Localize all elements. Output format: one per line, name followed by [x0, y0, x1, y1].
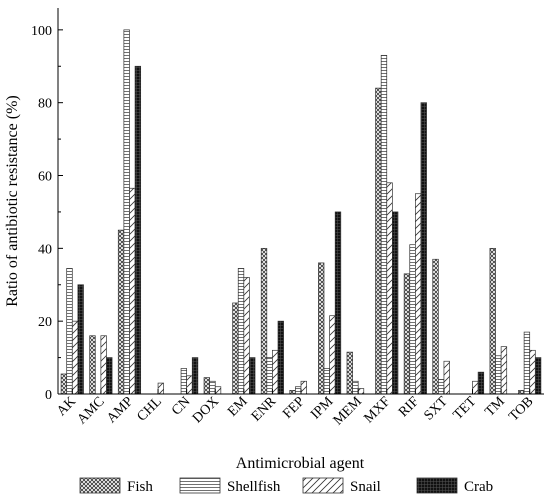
bar-amc-snail: [100, 335, 107, 395]
x-tick-label: SXT: [421, 394, 451, 424]
legend-swatch-crab: [416, 477, 458, 494]
bar-fep-shellfish: [295, 386, 302, 395]
bar-cn-crab: [191, 357, 199, 395]
bar-enr-fish: [260, 247, 268, 395]
y-tick-label: 20: [38, 315, 52, 330]
bar-amp-shellfish: [123, 29, 130, 395]
bar-ipm-shellfish: [323, 368, 330, 395]
bar-rif-crab: [420, 102, 427, 395]
bar-mxf-shellfish: [380, 54, 388, 395]
bar-em-fish: [232, 302, 239, 395]
x-tick-label: AMC: [75, 394, 108, 427]
bar-mxf-crab: [392, 211, 399, 395]
legend-label-fish: Fish: [127, 479, 153, 495]
x-tick-label: MXF: [362, 394, 394, 426]
bar-mxf-fish: [375, 87, 382, 395]
bar-mem-fish: [346, 351, 353, 395]
bar-tm-fish: [489, 247, 496, 395]
bar-mem-snail: [357, 388, 365, 395]
bar-ipm-snail: [329, 315, 336, 395]
y-tick-label: 40: [38, 242, 52, 257]
bar-amc-crab: [106, 357, 113, 395]
bar-tob-crab: [534, 357, 542, 395]
bar-amp-snail: [129, 187, 136, 395]
bar-em-shellfish: [237, 268, 245, 395]
bar-tet-crab: [477, 371, 485, 395]
bar-enr-snail: [272, 349, 279, 395]
bar-dox-shellfish: [209, 380, 216, 395]
bar-ak-crab: [77, 284, 84, 395]
bar-tet-snail: [472, 380, 479, 395]
bar-dox-snail: [214, 386, 222, 395]
bar-tob-fish: [518, 390, 525, 395]
bar-fep-fish: [289, 390, 296, 395]
bars-group: [60, 29, 542, 395]
bar-tob-shellfish: [523, 331, 531, 395]
bar-amc-fish: [89, 335, 96, 395]
bar-sxt-fish: [432, 258, 439, 395]
x-tick-label: DOX: [190, 394, 222, 426]
x-tick-label: TM: [482, 394, 508, 420]
x-tick-label: EM: [225, 394, 251, 420]
legend-swatch-fish: [79, 477, 121, 494]
y-tick-label: 80: [38, 97, 52, 112]
bar-em-crab: [249, 357, 256, 395]
legend-label-snail: Snail: [350, 479, 381, 495]
bar-tm-snail: [500, 346, 508, 395]
bar-fep-snail: [300, 380, 307, 395]
bar-mxf-snail: [386, 182, 393, 395]
x-tick-label: ENR: [249, 394, 280, 425]
x-tick-label: CHL: [134, 394, 164, 424]
x-tick-label: AMP: [104, 394, 136, 426]
y-tick-label: 0: [45, 388, 52, 403]
y-tick-label: 100: [31, 24, 52, 39]
y-axis-title: Ratio of antibiotic resistance (%): [4, 95, 21, 306]
bar-ak-fish: [60, 373, 68, 395]
x-tick-label: RIF: [396, 394, 422, 420]
x-tick-label: MEM: [331, 394, 366, 429]
x-tick-label: TET: [451, 394, 480, 423]
x-tick-label: TOB: [506, 394, 536, 424]
bar-chl-snail: [157, 382, 165, 395]
bar-amp-crab: [134, 65, 142, 395]
bar-cn-shellfish: [180, 368, 188, 395]
legend-swatch-snail: [302, 477, 344, 494]
bar-amp-fish: [117, 229, 125, 395]
legend-label-shellfish: Shellfish: [227, 479, 281, 495]
bar-tm-shellfish: [495, 355, 502, 395]
bar-ipm-crab: [334, 211, 342, 395]
legend-label-crab: Crab: [464, 479, 493, 495]
bar-rif-snail: [415, 193, 422, 395]
bar-ak-shellfish: [66, 268, 73, 395]
bar-sxt-shellfish: [437, 379, 445, 395]
bar-mem-shellfish: [352, 380, 359, 395]
x-tick-label: FEP: [280, 394, 308, 422]
legend: Fish Shellfish Snail Crab: [79, 477, 493, 495]
y-ticks-group: 0 20 40 60 80 100: [31, 24, 63, 403]
bar-ipm-fish: [318, 262, 325, 395]
bar-dox-fish: [203, 377, 210, 395]
x-axis-title: Antimicrobial agent: [236, 455, 365, 472]
bar-ak-snail: [71, 320, 79, 395]
bar-enr-crab: [277, 320, 284, 395]
bar-tob-snail: [529, 349, 536, 395]
bar-sxt-snail: [443, 360, 450, 395]
y-tick-label: 60: [38, 170, 52, 185]
bar-rif-shellfish: [409, 244, 416, 395]
legend-swatch-shellfish: [179, 477, 221, 494]
bar-cn-snail: [186, 375, 193, 395]
bar-em-snail: [243, 277, 250, 395]
bar-enr-shellfish: [266, 357, 273, 395]
bar-rif-fish: [403, 273, 411, 395]
